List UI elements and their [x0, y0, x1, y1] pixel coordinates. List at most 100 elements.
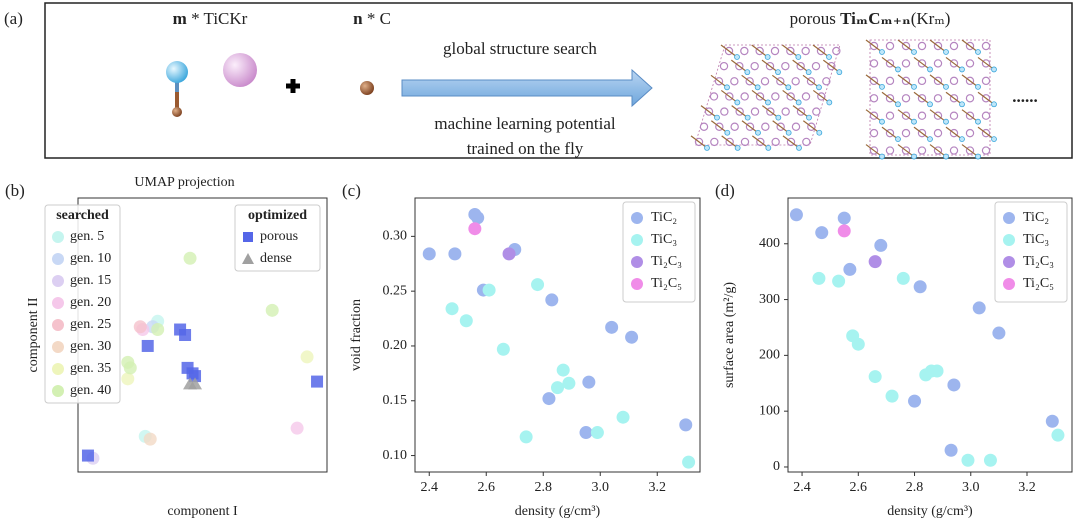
- kr-atom: [901, 76, 911, 86]
- kr-atom: [869, 76, 879, 86]
- y-tick-label: 200: [759, 348, 780, 363]
- kr-atom: [949, 94, 959, 103]
- plot-frame: [787, 197, 1073, 473]
- marker-circle: [556, 363, 570, 377]
- legend-box: [994, 201, 1068, 303]
- kr-atom: [827, 61, 836, 71]
- y-tick-label: 100: [759, 403, 780, 418]
- marker-circle: [448, 247, 462, 261]
- bond: [710, 74, 728, 88]
- legend-label: Ti₂C₅: [1023, 276, 1054, 291]
- bond: [913, 126, 931, 140]
- kr-atom: [933, 76, 943, 86]
- kr-atom: [917, 76, 927, 86]
- crystal-structures: [690, 39, 997, 160]
- kr-atom: [933, 146, 943, 155]
- legend-box: [44, 204, 121, 404]
- bond: [977, 126, 995, 140]
- bond: [751, 44, 769, 58]
- marker-circle: [896, 271, 910, 285]
- bond: [772, 120, 790, 134]
- kr-atom: [812, 107, 821, 116]
- kr-atom: [965, 111, 975, 120]
- x-tick-label: 2.8: [906, 480, 924, 495]
- bond: [945, 56, 963, 70]
- bond: [865, 144, 883, 158]
- ti-atom: [714, 114, 720, 121]
- kr-atom: [755, 46, 764, 56]
- marker-circle: [542, 392, 556, 406]
- kr-atom: [965, 76, 975, 86]
- kr-atom: [981, 146, 991, 155]
- marker-circle: [471, 211, 485, 225]
- ti-atom: [895, 136, 901, 143]
- ti-atom: [991, 136, 997, 143]
- bond: [865, 74, 883, 88]
- legend-label: gen. 5: [70, 229, 104, 244]
- kr-atom: [816, 46, 826, 56]
- kr-atom: [801, 92, 811, 101]
- kr-atom: [802, 137, 811, 147]
- legend-title: optimized: [248, 208, 307, 223]
- legend-label: gen. 15: [70, 273, 111, 288]
- panel-frame: [44, 2, 1073, 159]
- bond: [710, 120, 728, 134]
- ti-atom: [744, 114, 751, 121]
- ti-atom: [775, 114, 782, 121]
- legend-label: TiC₂: [1023, 210, 1049, 225]
- ti-atom: [785, 129, 792, 136]
- x-tick-label: 3.2: [1018, 480, 1036, 495]
- bond: [897, 39, 915, 53]
- kr-atom: [765, 61, 775, 71]
- marker-square: [141, 339, 154, 352]
- y-tick-label: 0: [773, 459, 780, 474]
- kr-atom: [740, 92, 749, 101]
- marker-triangle: [188, 377, 203, 390]
- bond: [881, 126, 899, 140]
- ti-atom: [911, 153, 917, 160]
- ti-atom: [975, 49, 981, 55]
- marker-square: [311, 375, 324, 388]
- kr-atom: [710, 137, 719, 147]
- plot-frame: [414, 197, 701, 473]
- ti-atom: [879, 83, 885, 90]
- ti-atom: [879, 118, 885, 125]
- kr-atom: [735, 107, 744, 116]
- marker-circle: [679, 418, 693, 432]
- bond: [881, 91, 899, 105]
- legend-marker: [52, 363, 64, 375]
- marker-circle: [482, 283, 496, 297]
- ti-atom: [836, 69, 843, 76]
- ti-atom: [943, 118, 949, 125]
- x-tick-label: 2.4: [793, 480, 811, 495]
- ti-atom: [806, 114, 812, 121]
- marker-circle: [468, 222, 482, 236]
- legend-box: [622, 201, 696, 303]
- marker-circle: [837, 211, 851, 225]
- marker-circle: [815, 226, 829, 240]
- marker-circle: [972, 301, 986, 315]
- legend-label: Ti₂C₃: [651, 254, 682, 269]
- marker-circle: [908, 394, 922, 408]
- kr-atom: [933, 111, 943, 120]
- ti-atom: [911, 49, 917, 55]
- bond: [720, 89, 738, 103]
- marker-circle: [502, 247, 516, 261]
- kr-atom: [965, 94, 975, 103]
- kr-atom: [796, 61, 805, 71]
- kr-atom: [981, 94, 991, 103]
- bond: [771, 74, 789, 88]
- bond: [721, 135, 739, 149]
- kr-atom: [885, 59, 895, 68]
- kr-atom: [724, 46, 734, 56]
- ti-atom: [744, 69, 751, 76]
- marker-circle: [682, 455, 696, 469]
- legend-marker: [631, 212, 643, 224]
- kr-atom: [750, 61, 759, 71]
- marker-circle: [851, 337, 865, 351]
- legend-marker: [631, 278, 643, 290]
- marker-circle: [579, 426, 593, 440]
- marker-circle: [582, 375, 596, 389]
- product-label: porous TiₘCₘ₊ₙ(Krₘ): [790, 9, 951, 28]
- kr-atom: [761, 122, 770, 131]
